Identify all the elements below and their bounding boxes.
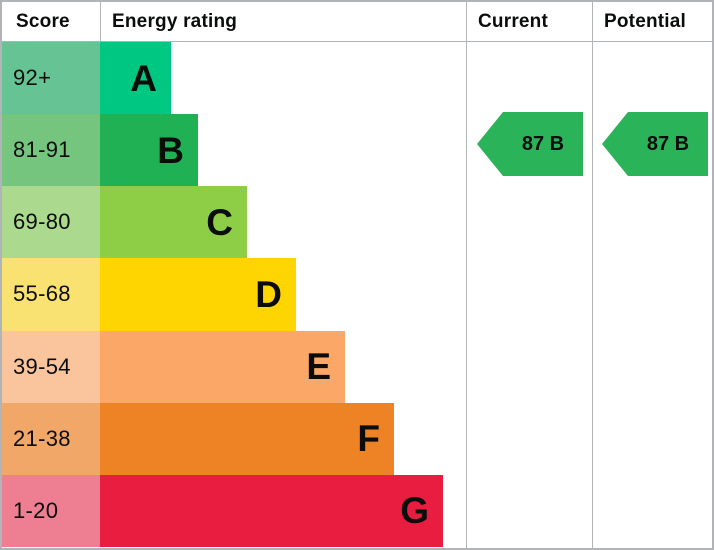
potential-rating-arrow: 87 B (602, 112, 708, 176)
score-range-f: 21-38 (2, 402, 100, 475)
chart-header: Score Energy rating Current Potential (2, 2, 712, 42)
band-bar-a: A (100, 42, 171, 115)
header-potential: Potential (604, 10, 687, 32)
band-bar-b: B (100, 114, 198, 187)
band-row-a: 92+ A (2, 42, 712, 115)
band-row-b: 81-91 B (2, 114, 712, 187)
header-current: Current (478, 10, 549, 32)
score-range-g: 1-20 (2, 474, 100, 547)
score-column-divider (100, 2, 101, 41)
header-energy-rating: Energy rating (112, 10, 238, 32)
score-range-b: 81-91 (2, 114, 100, 187)
band-row-d: 55-68 D (2, 258, 712, 331)
potential-rating-value: 87 B (646, 132, 690, 155)
score-range-a: 92+ (2, 42, 100, 115)
potential-column-divider (592, 2, 593, 548)
band-bar-e: E (100, 330, 345, 403)
band-bar-g: G (100, 474, 443, 547)
band-row-c: 69-80 C (2, 186, 712, 259)
band-bar-c: C (100, 186, 247, 259)
header-score: Score (16, 10, 70, 32)
current-rating-arrow: 87 B (477, 112, 583, 176)
band-bar-d: D (100, 258, 296, 331)
band-row-e: 39-54 E (2, 330, 712, 403)
score-range-e: 39-54 (2, 330, 100, 403)
score-range-c: 69-80 (2, 186, 100, 259)
score-range-d: 55-68 (2, 258, 100, 331)
current-rating-value: 87 B (521, 132, 565, 155)
band-row-f: 21-38 F (2, 402, 712, 475)
band-row-g: 1-20 G (2, 474, 712, 547)
current-column-divider (466, 2, 467, 548)
band-bar-f: F (100, 402, 394, 475)
band-rows: 92+ A 81-91 B 69-80 C 55-68 D 39-54 E 21-38 F 1-20 G (2, 42, 712, 547)
